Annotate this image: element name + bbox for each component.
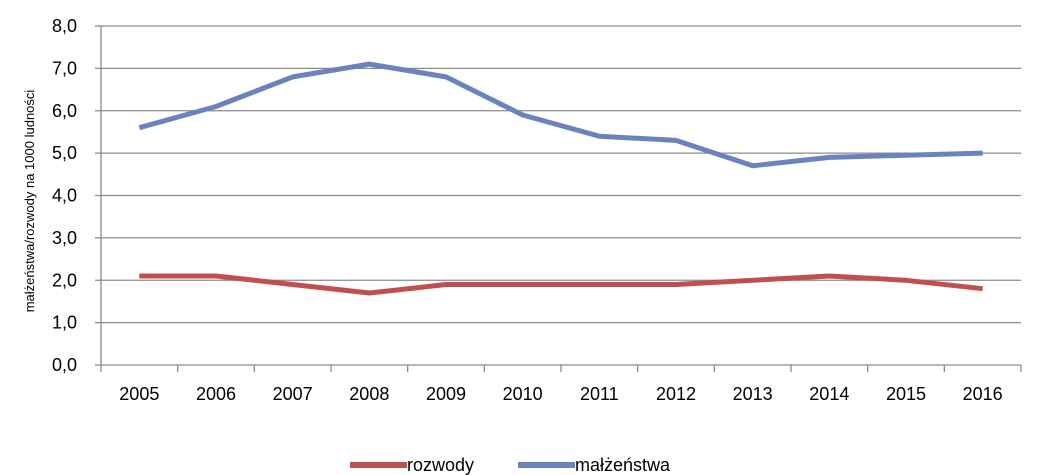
x-tick-label: 2015	[886, 384, 926, 404]
legend: rozwody małżeństwa	[350, 455, 671, 475]
series-line-0	[139, 273, 983, 296]
series-line-1	[138, 61, 983, 169]
legend-label-1: małżeństwa	[575, 455, 671, 475]
y-tick-label: 8,0	[52, 16, 77, 36]
y-axis-title: małżeństwa/rozwody na 1000 ludności	[22, 90, 37, 313]
x-tick-label: 2011	[580, 384, 619, 404]
x-tick-labels: 2005 2006 2007 2008 2009 2010 2011 2012 2013 2014…	[119, 384, 1002, 404]
y-tick-label: 1,0	[52, 313, 77, 333]
x-tick-label: 2010	[503, 384, 543, 404]
y-tick-label: 4,0	[52, 186, 77, 206]
x-tick-label: 2007	[273, 384, 313, 404]
y-tick-label: 5,0	[52, 143, 77, 163]
x-tick-label: 2006	[196, 384, 236, 404]
x-tick-label: 2005	[119, 384, 159, 404]
x-tick-label: 2012	[656, 384, 696, 404]
y-tick-labels: 0,0 1,0 2,0 3,0 4,0 5,0 6,0 7,0 8,0	[52, 16, 77, 375]
y-tick-label: 7,0	[52, 58, 77, 78]
y-tick-label: 0,0	[52, 355, 77, 375]
y-tick-label: 6,0	[52, 101, 77, 121]
x-tick-label: 2014	[809, 384, 849, 404]
series-lines	[138, 61, 983, 296]
x-tick-label: 2016	[963, 384, 1003, 404]
x-tick-label: 2013	[733, 384, 773, 404]
y-tick-label: 2,0	[52, 270, 77, 290]
y-tick-label: 3,0	[52, 228, 77, 248]
x-tick-label: 2009	[426, 384, 466, 404]
axes	[95, 25, 1022, 372]
legend-label-0: rozwody	[407, 455, 474, 475]
x-tick-label: 2008	[349, 384, 389, 404]
